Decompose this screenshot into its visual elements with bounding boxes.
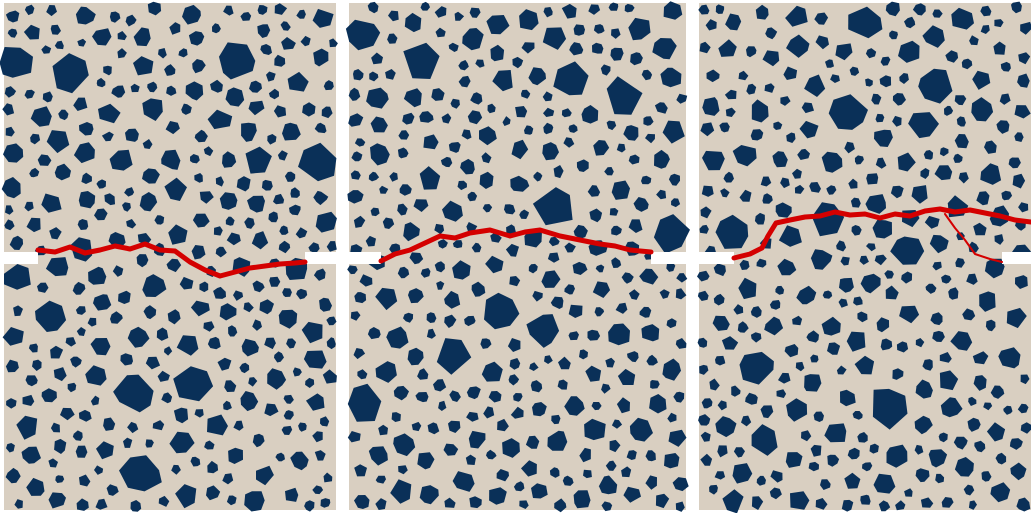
aggregate (860, 495, 870, 505)
notch (697, 252, 734, 264)
aggregate (574, 24, 585, 35)
notch (347, 252, 381, 264)
aggregate (574, 490, 591, 508)
aggregate (329, 38, 338, 47)
notch (651, 252, 688, 264)
page: (() => { JSON.parse(document.getElementB… (0, 0, 1031, 513)
aggregate (664, 453, 679, 468)
notch (1002, 252, 1031, 264)
figure (0, 0, 1031, 513)
notch (305, 252, 338, 264)
notch (0, 252, 38, 264)
aggregate (786, 452, 803, 468)
aggregate (866, 173, 878, 184)
